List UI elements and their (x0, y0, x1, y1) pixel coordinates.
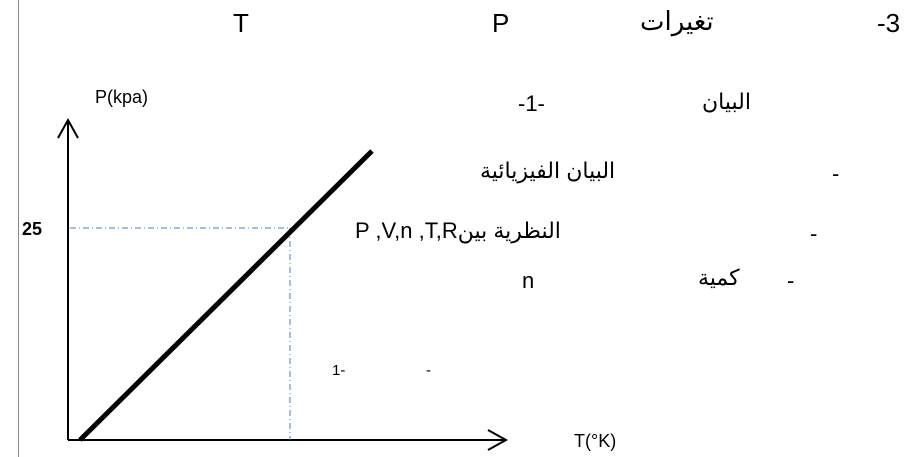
y-marked-value: 25 (22, 219, 43, 239)
header-symbol-p: P (492, 8, 510, 38)
pressure-temperature-line (78, 149, 374, 442)
header-number: -3 (877, 8, 901, 38)
x-axis-label: T(°K) (574, 431, 617, 451)
y-axis-label: P(kpa) (95, 87, 149, 107)
x-axis-arrow (487, 429, 509, 451)
section-number: -1- (518, 91, 545, 116)
bullet-symbol-3: n (522, 268, 535, 293)
side-note-number: 1- (332, 362, 346, 379)
bullet-dash-2: - (810, 221, 818, 246)
header-symbol-t: T (233, 8, 249, 38)
bullet-dash-3: - (787, 268, 795, 293)
side-note-dash: - (426, 362, 431, 379)
bullet-text-1: البيان الفيزيائية (480, 158, 616, 183)
section-label: البيان (702, 89, 751, 114)
header-word: تغيرات (640, 6, 714, 36)
bullet-text-3: كمية (698, 265, 740, 290)
page-margin-line (18, 0, 19, 457)
bullet-dash-1: - (832, 161, 840, 186)
bullet-text-2: النظرية بينP ,V,n ,T,R (355, 218, 561, 243)
y-axis-arrow (57, 117, 79, 139)
